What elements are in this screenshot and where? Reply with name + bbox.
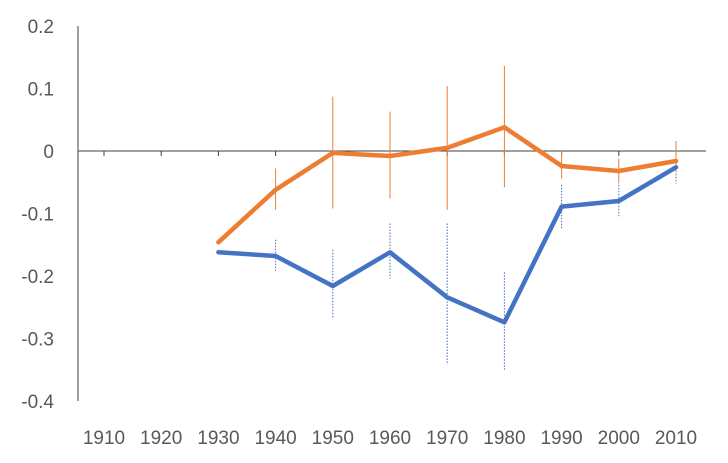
- y-tick-label: -0.1: [21, 205, 54, 226]
- y-tick-label: -0.3: [21, 330, 54, 351]
- x-tick-label: 1930: [197, 428, 239, 449]
- x-tick-label: 1960: [369, 428, 411, 449]
- series-lines: [216, 125, 679, 325]
- series-line-1: [216, 165, 679, 325]
- error-bars: [275, 66, 677, 371]
- y-axis-labels: 0.2 0.1 0 -0.1 -0.2 -0.3 -0.4: [21, 17, 54, 413]
- x-tick-label: 1920: [140, 428, 182, 449]
- y-tick-label: -0.2: [21, 267, 54, 288]
- x-axis-labels: 1910 1920 1930 1940 1950 1960 1970 1980 1990 2000…: [83, 428, 697, 449]
- x-tick-label: 1980: [483, 428, 525, 449]
- x-tick-label: 2010: [655, 428, 697, 449]
- x-tick-label: 2000: [598, 428, 640, 449]
- x-tick-label: 1970: [426, 428, 468, 449]
- series-line-2: [216, 125, 679, 245]
- y-tick-label: 0.2: [28, 17, 54, 38]
- y-tick-label: 0.1: [28, 80, 54, 101]
- y-tick-label: -0.4: [21, 392, 54, 413]
- x-tick-label: 1910: [83, 428, 125, 449]
- y-tick-label: 0: [43, 142, 54, 163]
- x-tick-label: 1950: [312, 428, 354, 449]
- x-tick-label: 1940: [254, 428, 296, 449]
- axes: [77, 26, 706, 401]
- x-tick-label: 1990: [540, 428, 582, 449]
